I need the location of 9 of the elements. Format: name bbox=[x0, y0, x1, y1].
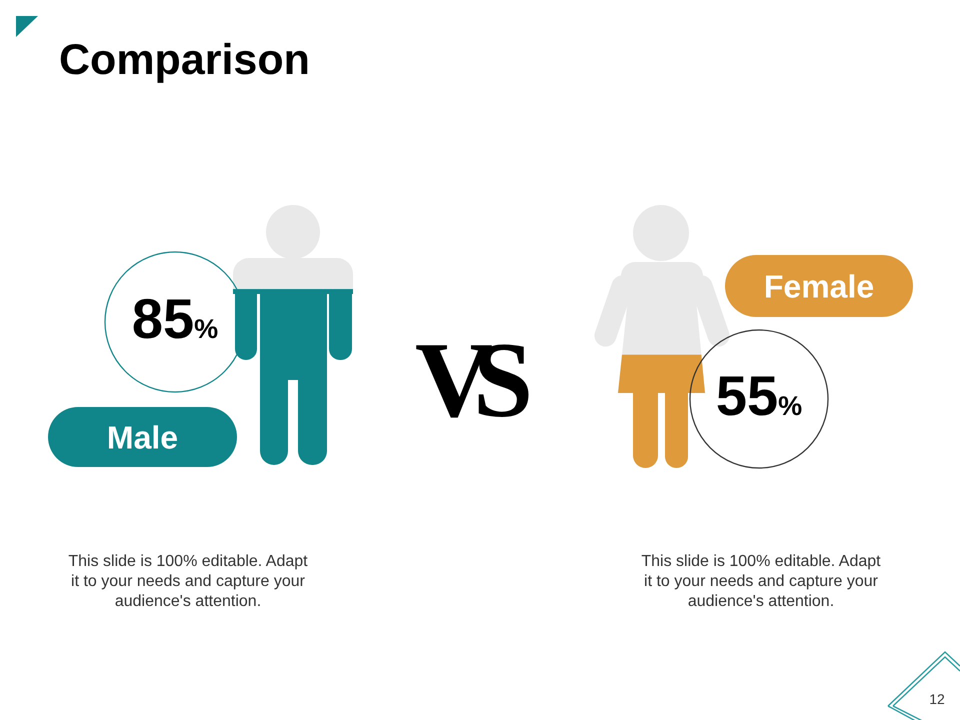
category-label: Male bbox=[106, 420, 178, 456]
text: Comparison bbox=[59, 36, 310, 84]
data-label: 55% bbox=[716, 364, 802, 427]
text: 12 bbox=[929, 691, 945, 707]
text: This slide is 100% editable. Adapt it to your needs and capture your audience's attention. bbox=[641, 553, 882, 610]
data-label: 85% bbox=[132, 287, 218, 350]
category-label: Female bbox=[764, 268, 874, 304]
text: VS bbox=[414, 321, 534, 440]
text: This slide is 100% editable. Adapt it to your needs and capture your audience's attention. bbox=[68, 553, 308, 610]
